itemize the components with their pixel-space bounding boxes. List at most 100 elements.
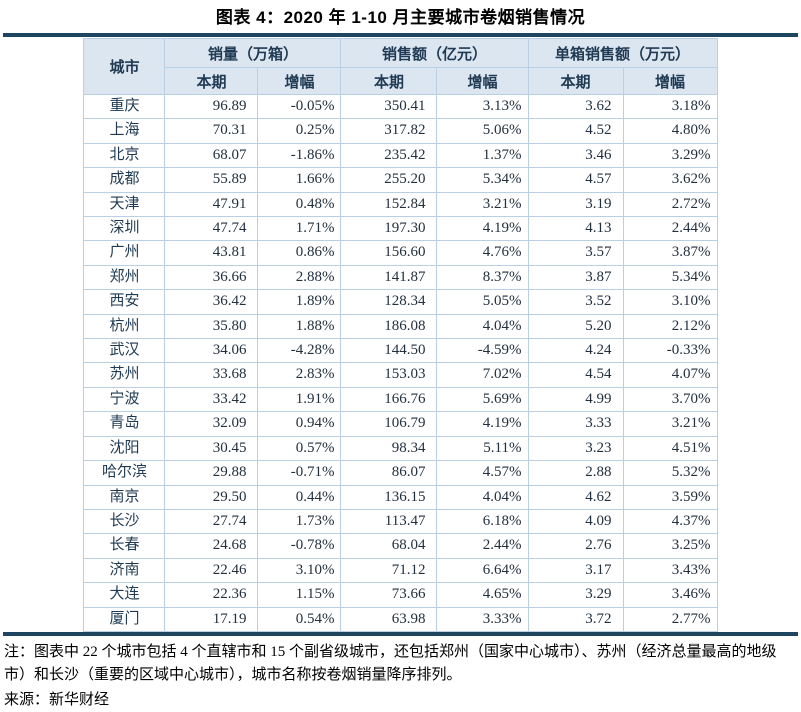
value-cell: 4.57 (527, 167, 624, 193)
value-cell: 4.09 (527, 508, 624, 535)
value-cell: 3.29 (527, 582, 624, 608)
value-cell: 0.54% (257, 606, 342, 632)
value-cell: 3.29% (622, 142, 718, 169)
value-cell: 4.54 (527, 362, 624, 388)
subheader-per-box-current: 本期 (527, 67, 624, 95)
value-cell: 3.10% (622, 289, 718, 315)
value-cell: 43.81 (164, 240, 259, 266)
subheader-volume-growth: 增幅 (257, 67, 342, 95)
value-cell: 144.50 (340, 338, 438, 364)
value-cell: -1.86% (257, 142, 342, 169)
table-row: 天津 47.91 0.48% 152.84 3.21% 3.19 2.72% (83, 191, 718, 218)
value-cell: 70.31 (164, 118, 259, 144)
city-cell: 长沙 (83, 508, 166, 535)
value-cell: 166.76 (340, 386, 438, 413)
value-cell: 1.73% (257, 508, 342, 535)
value-cell: 3.33% (436, 606, 529, 632)
column-group-per-box: 单箱销售额（万元） (527, 38, 718, 68)
value-cell: 3.19 (527, 191, 624, 218)
sales-table: 城市 销量（万箱） 销售额（亿元） 单箱销售额（万元） 本期 增幅 本期 增幅 … (83, 38, 718, 632)
table-row: 西安 36.42 1.89% 128.34 5.05% 3.52 3.10% (83, 289, 718, 315)
value-cell: 3.62% (622, 167, 718, 193)
table-row: 哈尔滨 29.88 -0.71% 86.07 4.57% 2.88 5.32% (83, 460, 718, 486)
value-cell: 3.52 (527, 289, 624, 315)
table-row: 宁波 33.42 1.91% 166.76 5.69% 4.99 3.70% (83, 386, 718, 413)
value-cell: 7.02% (436, 362, 529, 388)
city-cell: 济南 (83, 557, 166, 584)
value-cell: 1.37% (436, 142, 529, 169)
table-row: 苏州 33.68 2.83% 153.03 7.02% 4.54 4.07% (83, 362, 718, 388)
city-cell: 宁波 (83, 386, 166, 413)
value-cell: 3.18% (622, 93, 718, 120)
city-cell: 南京 (83, 484, 166, 510)
value-cell: 2.12% (622, 313, 718, 340)
value-cell: 63.98 (340, 606, 438, 632)
value-cell: 2.76 (527, 533, 624, 559)
city-cell: 天津 (83, 191, 166, 218)
value-cell: 5.69% (436, 386, 529, 413)
value-cell: 6.18% (436, 508, 529, 535)
column-header-city: 城市 (83, 38, 166, 95)
value-cell: 5.20 (527, 313, 624, 340)
value-cell: 4.57% (436, 460, 529, 486)
value-cell: 98.34 (340, 435, 438, 462)
value-cell: 197.30 (340, 216, 438, 242)
value-cell: 3.13% (436, 93, 529, 120)
value-cell: 153.03 (340, 362, 438, 388)
value-cell: 3.17 (527, 557, 624, 584)
value-cell: 47.74 (164, 216, 259, 242)
subheader-sales-growth: 增幅 (436, 67, 529, 95)
value-cell: 3.70% (622, 386, 718, 413)
value-cell: 5.05% (436, 289, 529, 315)
table-row: 杭州 35.80 1.88% 186.08 4.04% 5.20 2.12% (83, 313, 718, 340)
city-cell: 杭州 (83, 313, 166, 340)
value-cell: 3.46 (527, 142, 624, 169)
table-row: 重庆 96.89 -0.05% 350.41 3.13% 3.62 3.18% (83, 93, 718, 120)
value-cell: 2.44% (622, 216, 718, 242)
value-cell: 1.91% (257, 386, 342, 413)
bottom-divider (3, 631, 798, 636)
value-cell: 32.09 (164, 411, 259, 437)
value-cell: 4.19% (436, 411, 529, 437)
city-cell: 广州 (83, 240, 166, 266)
value-cell: 2.88% (257, 264, 342, 291)
value-cell: 33.68 (164, 362, 259, 388)
value-cell: 22.46 (164, 557, 259, 584)
table-header: 城市 销量（万箱） 销售额（亿元） 单箱销售额（万元） 本期 增幅 本期 增幅 … (83, 38, 718, 95)
value-cell: 34.06 (164, 338, 259, 364)
value-cell: 4.80% (622, 118, 718, 144)
table-row: 长春 24.68 -0.78% 68.04 2.44% 2.76 3.25% (83, 533, 718, 559)
value-cell: 5.34% (622, 264, 718, 291)
value-cell: 0.48% (257, 191, 342, 218)
value-cell: 152.84 (340, 191, 438, 218)
value-cell: 35.80 (164, 313, 259, 340)
value-cell: 3.21% (622, 411, 718, 437)
value-cell: 0.94% (257, 411, 342, 437)
value-cell: 0.86% (257, 240, 342, 266)
value-cell: 4.51% (622, 435, 718, 462)
table-row: 深圳 47.74 1.71% 197.30 4.19% 4.13 2.44% (83, 216, 718, 242)
table-row: 郑州 36.66 2.88% 141.87 8.37% 3.87 5.34% (83, 264, 718, 291)
value-cell: 186.08 (340, 313, 438, 340)
value-cell: -0.78% (257, 533, 342, 559)
source-text: 来源：新华财经 (4, 691, 110, 708)
value-cell: 30.45 (164, 435, 259, 462)
value-cell: -0.05% (257, 93, 342, 120)
value-cell: 4.52 (527, 118, 624, 144)
subheader-volume-current: 本期 (164, 67, 259, 95)
value-cell: 1.15% (257, 582, 342, 608)
value-cell: 2.44% (436, 533, 529, 559)
value-cell: 4.19% (436, 216, 529, 242)
value-cell: 4.65% (436, 582, 529, 608)
value-cell: 29.88 (164, 460, 259, 486)
city-cell: 长春 (83, 533, 166, 559)
value-cell: 17.19 (164, 606, 259, 632)
value-cell: 2.83% (257, 362, 342, 388)
value-cell: 5.06% (436, 118, 529, 144)
value-cell: 317.82 (340, 118, 438, 144)
city-cell: 成都 (83, 167, 166, 193)
value-cell: 96.89 (164, 93, 259, 120)
value-cell: 2.77% (622, 606, 718, 632)
value-cell: 5.34% (436, 167, 529, 193)
value-cell: 0.57% (257, 435, 342, 462)
